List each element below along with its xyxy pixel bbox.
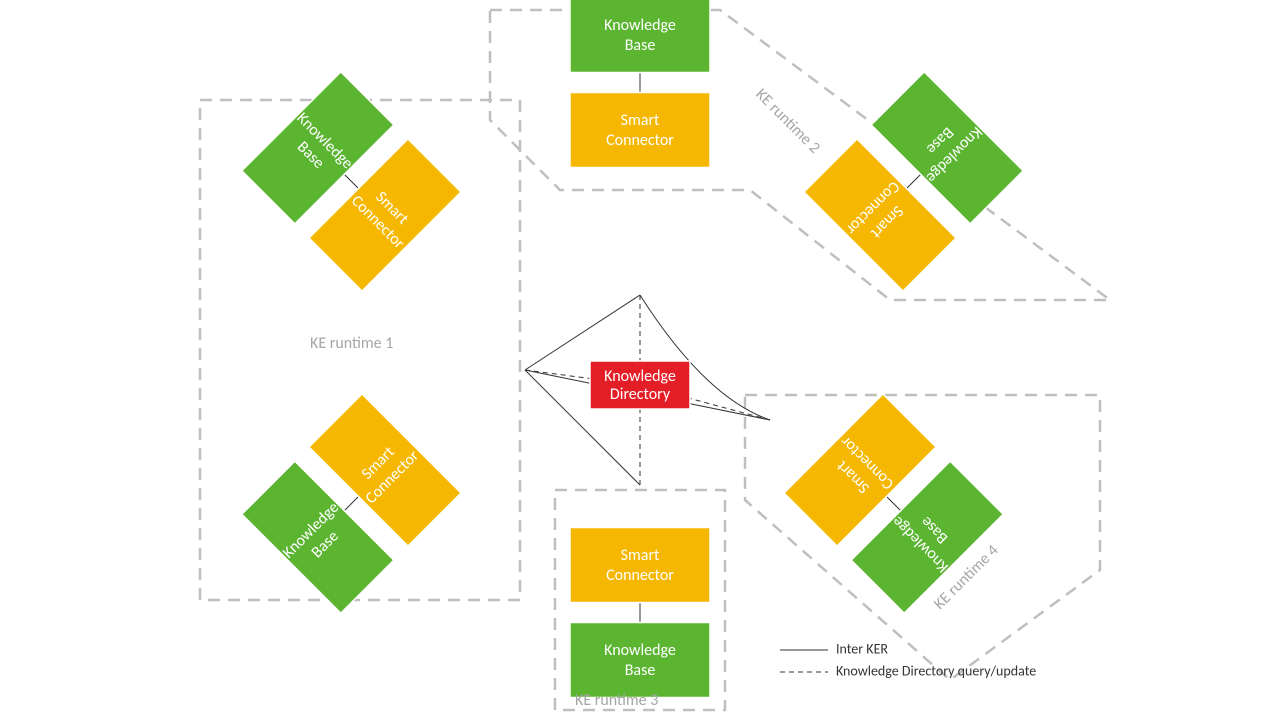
kb-label: Base [625,36,656,55]
node-link [344,174,358,188]
sc-label: Smart [621,546,660,565]
node-link [344,497,358,511]
kd-label: Directory [610,385,671,404]
ke-node-n2: SmartConnector KnowledgeBase [570,0,710,168]
legend: Inter KER Knowledge Directory query/updat… [780,640,1036,679]
runtime-label-r2: KE runtime 2 [751,85,823,157]
ke-node-n1: SmartConnectorKnowledgeBase [242,72,461,291]
kd-label: Knowledge [604,367,676,386]
sc-label: Smart [621,111,660,130]
runtime-label-r1: KE runtime 1 [310,334,393,353]
legend-label: Knowledge Directory query/update [836,662,1036,679]
sc-label: Connector [606,566,674,585]
node-link [887,497,901,511]
kb-label: Base [625,661,656,680]
kb-label: Knowledge [604,16,676,35]
inter-ker-edge [525,295,640,370]
ke-node-n4: SmartConnectorKnowledgeBase [242,394,461,613]
kb-label: Knowledge [604,641,676,660]
ke-node-n5: SmartConnector KnowledgeBase [570,528,710,698]
node-link [907,174,921,188]
runtime-label-r3: KE runtime 3 [575,691,658,710]
sc-label: Connector [606,131,674,150]
legend-label: Inter KER [836,640,888,657]
